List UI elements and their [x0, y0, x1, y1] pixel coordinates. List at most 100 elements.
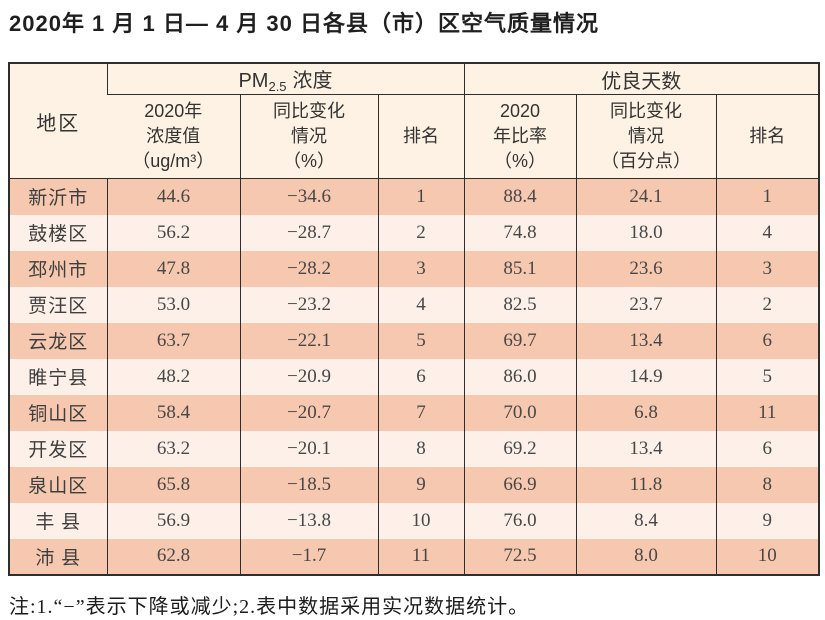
cell-good-rank: 6: [715, 430, 820, 467]
header-group-good-days: 优良天数: [463, 63, 820, 95]
cell-region: 丰 县: [9, 502, 107, 539]
cell-good-rate: 69.2: [463, 430, 577, 467]
cell-good-rate: 86.0: [463, 358, 577, 395]
header-good-change-line2: 情况: [628, 126, 665, 146]
header-good-change: 同比变化 情况 （百分点）: [575, 94, 717, 179]
table-row: 开发区 63.2 −20.1 8 69.2 13.4 6: [9, 430, 820, 467]
cell-good-change: 14.9: [575, 358, 717, 395]
cell-pm-change: −22.1: [239, 322, 378, 359]
cell-pm-change: −28.2: [239, 250, 378, 287]
table-row: 新沂市 44.6 −34.6 1 88.4 24.1 1: [9, 178, 820, 215]
cell-good-rank: 9: [715, 502, 820, 539]
cell-good-rank: 11: [715, 394, 820, 431]
cell-good-change: 24.1: [575, 178, 717, 215]
table-row: 沛 县 62.8 −1.7 11 72.5 8.0 10: [9, 538, 820, 575]
cell-pm-value: 47.8: [106, 250, 240, 287]
cell-pm-change: −28.7: [239, 214, 378, 251]
cell-pm-value: 63.2: [106, 430, 240, 467]
cell-region: 邳州市: [9, 250, 107, 287]
cell-good-rate: 88.4: [463, 178, 577, 215]
cell-good-rate: 70.0: [463, 394, 577, 431]
pm-suffix: 浓度: [292, 70, 333, 92]
pm-subscript: 2.5: [268, 79, 287, 94]
cell-pm-value: 53.0: [106, 286, 240, 323]
cell-region: 泉山区: [9, 466, 107, 503]
cell-pm-value: 44.6: [106, 178, 240, 215]
header-group-pm25: PM2.5 浓度: [106, 63, 465, 95]
cell-pm-rank: 7: [377, 394, 465, 431]
table-header: 地区 PM2.5 浓度 优良天数 2020年 浓度值 （ug/m³） 同比变化 情…: [9, 63, 820, 179]
cell-region: 云龙区: [9, 322, 107, 359]
table-row: 贾汪区 53.0 −23.2 4 82.5 23.7 2: [9, 286, 820, 323]
cell-region: 开发区: [9, 430, 107, 467]
header-good-rate-unit: （%）: [494, 151, 547, 171]
header-pm-value: 2020年 浓度值 （ug/m³）: [107, 94, 240, 179]
table-row: 睢宁县 48.2 −20.9 6 86.0 14.9 5: [9, 358, 820, 395]
cell-pm-value: 63.7: [106, 322, 240, 359]
cell-good-rate: 72.5: [463, 538, 577, 575]
cell-pm-rank: 2: [377, 214, 465, 251]
group-header-row: 地区 PM2.5 浓度 优良天数: [9, 63, 820, 179]
cell-good-change: 18.0: [575, 214, 717, 251]
table-row: 云龙区 63.7 −22.1 5 69.7 13.4 6: [9, 322, 820, 359]
cell-good-rank: 3: [715, 250, 820, 287]
cell-region: 贾汪区: [9, 286, 107, 323]
cell-pm-value: 58.4: [106, 394, 240, 431]
cell-good-rank: 4: [715, 214, 820, 251]
cell-good-rate: 69.7: [463, 322, 577, 359]
cell-pm-change: −20.9: [239, 358, 378, 395]
cell-pm-rank: 11: [377, 538, 465, 575]
header-good-change-unit: （百分点）: [601, 151, 692, 171]
air-quality-table: 地区 PM2.5 浓度 优良天数 2020年 浓度值 （ug/m³） 同比变化 情…: [8, 62, 821, 576]
cell-good-change: 11.8: [575, 466, 717, 503]
cell-pm-change: −13.8: [239, 502, 378, 539]
cell-pm-change: −20.7: [239, 394, 378, 431]
cell-good-change: 13.4: [575, 322, 717, 359]
header-good-rate: 2020 年比率 （%）: [463, 94, 577, 179]
pm-label: PM: [238, 70, 269, 92]
cell-pm-rank: 3: [377, 250, 465, 287]
header-pm-change: 同比变化 情况 （%）: [239, 94, 378, 179]
cell-good-rank: 2: [715, 286, 820, 323]
cell-pm-value: 48.2: [106, 358, 240, 395]
cell-good-rank: 8: [715, 466, 820, 503]
cell-pm-change: −1.7: [239, 538, 378, 575]
cell-good-rank: 5: [715, 358, 820, 395]
cell-good-rate: 82.5: [463, 286, 577, 323]
header-region: 地区: [9, 63, 107, 179]
cell-pm-change: −23.2: [239, 286, 378, 323]
header-good-rate-line1: 2020: [499, 101, 541, 121]
cell-pm-change: −18.5: [239, 466, 378, 503]
table-row: 泉山区 65.8 −18.5 9 66.9 11.8 8: [9, 466, 820, 503]
header-pm-value-line2: 浓度值: [146, 126, 201, 146]
header-pm-change-line1: 同比变化: [273, 101, 345, 121]
header-good-change-line1: 同比变化: [610, 101, 683, 121]
cell-pm-rank: 5: [377, 322, 465, 359]
cell-region: 沛 县: [9, 538, 107, 575]
cell-good-change: 6.8: [575, 394, 717, 431]
cell-good-rank: 1: [715, 178, 820, 215]
cell-pm-rank: 6: [377, 358, 465, 395]
table-footnote: 注:1.“−”表示下降或减少;2.表中数据采用实况数据统计。: [9, 595, 530, 618]
header-good-rate-line2: 年比率: [493, 126, 548, 146]
cell-pm-rank: 8: [377, 430, 465, 467]
cell-good-change: 13.4: [575, 430, 717, 467]
cell-pm-rank: 1: [377, 178, 465, 215]
cell-region: 鼓楼区: [9, 214, 107, 251]
table-row: 铜山区 58.4 −20.7 7 70.0 6.8 11: [9, 394, 820, 431]
cell-pm-value: 56.9: [106, 502, 240, 539]
cell-good-rate: 66.9: [463, 466, 577, 503]
cell-good-rate: 74.8: [463, 214, 577, 251]
table-body: 新沂市 44.6 −34.6 1 88.4 24.1 1 鼓楼区 56.2 −2…: [9, 178, 820, 575]
cell-good-change: 23.7: [575, 286, 717, 323]
cell-pm-value: 65.8: [106, 466, 240, 503]
cell-pm-change: −34.6: [239, 178, 378, 215]
page-title: 2020年 1 月 1 日— 4 月 30 日各县（市）区空气质量情况: [9, 11, 600, 36]
cell-good-change: 23.6: [575, 250, 717, 287]
cell-pm-value: 56.2: [106, 214, 240, 251]
header-good-rank: 排名: [715, 94, 820, 179]
header-pm-value-line1: 2020年: [144, 101, 203, 121]
cell-good-change: 8.0: [575, 538, 717, 575]
cell-pm-change: −20.1: [239, 430, 378, 467]
